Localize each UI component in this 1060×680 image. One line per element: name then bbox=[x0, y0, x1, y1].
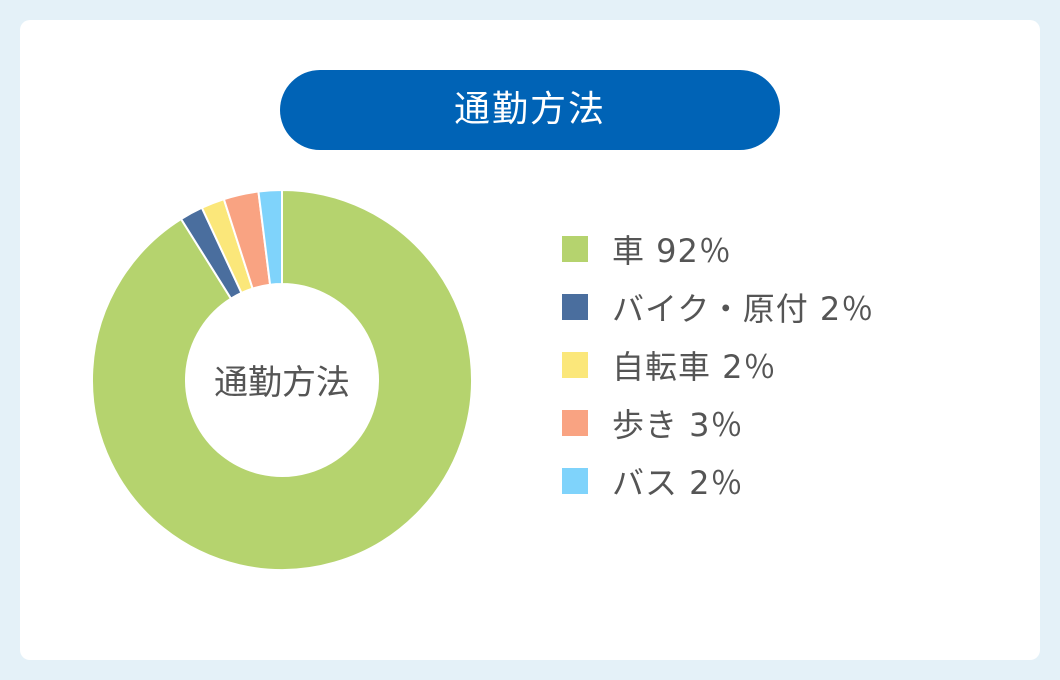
legend-swatch bbox=[562, 468, 588, 494]
chart-legend: 車 92％ バイク・原付 2％ 自転車 2％ 歩き 3％ バス 2％ bbox=[562, 220, 874, 510]
chart-title: 通勤方法 bbox=[280, 70, 780, 150]
legend-swatch bbox=[562, 352, 588, 378]
donut-center-label: 通勤方法 bbox=[214, 363, 350, 403]
legend-item: 自転車 2％ bbox=[562, 336, 874, 394]
legend-label: バイク・原付 2％ bbox=[612, 290, 875, 328]
legend-label: バス 2％ bbox=[612, 464, 744, 502]
legend-label: 車 92％ bbox=[612, 232, 732, 270]
legend-item: 車 92％ bbox=[562, 220, 874, 278]
legend-item: 歩き 3％ bbox=[562, 394, 874, 452]
legend-label: 自転車 2％ bbox=[612, 348, 777, 386]
legend-label: 歩き 3％ bbox=[612, 406, 744, 444]
donut-chart bbox=[91, 188, 473, 571]
legend-swatch bbox=[562, 410, 588, 436]
legend-item: バス 2％ bbox=[562, 452, 874, 510]
donut-slice-1 bbox=[91, 188, 473, 571]
legend-item: バイク・原付 2％ bbox=[562, 278, 874, 336]
legend-swatch bbox=[562, 236, 588, 262]
donut-slice-5 bbox=[257, 188, 283, 286]
legend-swatch bbox=[562, 294, 588, 320]
